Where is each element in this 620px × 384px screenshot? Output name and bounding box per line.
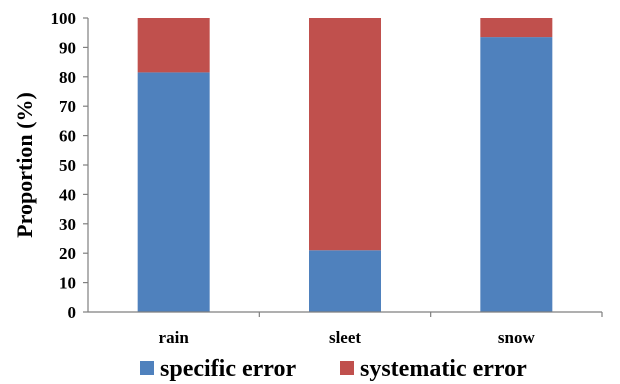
bar-rain-systematic-error bbox=[137, 18, 210, 73]
legend-swatch-systematic-error bbox=[340, 361, 354, 375]
bar-rain-specific-error bbox=[137, 72, 210, 312]
y-tick-label: 50 bbox=[59, 156, 76, 175]
y-tick-label: 70 bbox=[59, 97, 76, 116]
legend-label-systematic-error: systematic error bbox=[360, 356, 527, 382]
bar-sleet-specific-error bbox=[309, 250, 381, 312]
y-tick-label: 60 bbox=[59, 127, 76, 146]
bar-snow-systematic-error bbox=[480, 18, 553, 38]
bar-sleet-systematic-error bbox=[309, 18, 381, 251]
y-axis-ticks: 0 10 20 30 40 50 60 70 80 90 100 bbox=[51, 9, 88, 322]
y-tick-label: 40 bbox=[59, 185, 76, 204]
legend-label-specific-error: specific error bbox=[160, 356, 296, 382]
legend: specific error systematic error bbox=[140, 356, 527, 382]
x-tick-label-snow: snow bbox=[498, 328, 536, 347]
y-tick-label: 80 bbox=[59, 68, 76, 87]
y-axis-title: Proportion (%) bbox=[12, 92, 37, 238]
y-tick-label: 30 bbox=[59, 215, 76, 234]
y-tick-label: 90 bbox=[59, 38, 76, 57]
x-axis-labels: rain sleet snow bbox=[159, 312, 603, 347]
y-tick-label: 10 bbox=[59, 274, 76, 293]
x-tick-label-rain: rain bbox=[159, 328, 190, 347]
bar-snow-specific-error bbox=[480, 37, 553, 313]
y-tick-label: 20 bbox=[59, 244, 76, 263]
legend-swatch-specific-error bbox=[140, 361, 154, 375]
y-tick-label: 0 bbox=[68, 303, 77, 322]
x-tick-label-sleet: sleet bbox=[329, 328, 361, 347]
bars bbox=[137, 18, 553, 313]
y-tick-label: 100 bbox=[51, 9, 77, 28]
